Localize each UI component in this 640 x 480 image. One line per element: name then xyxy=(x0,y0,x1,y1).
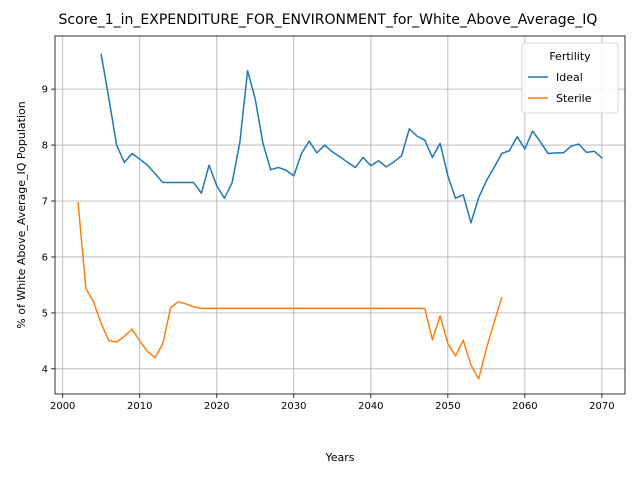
y-tick-label: 5 xyxy=(42,308,48,319)
x-tick-label: 2030 xyxy=(281,401,306,412)
legend-label-ideal: Ideal xyxy=(556,71,583,84)
legend-label-sterile: Sterile xyxy=(556,92,592,105)
y-tick-label: 8 xyxy=(42,141,48,152)
y-tick-label: 4 xyxy=(42,364,48,375)
series-line-sterile xyxy=(77,201,503,380)
series-line-ideal xyxy=(100,53,603,224)
legend-box xyxy=(521,42,619,114)
chart-title: Score_1_in_EXPENDITURE_FOR_ENVIRONMENT_f… xyxy=(59,12,598,28)
x-tick-label: 2000 xyxy=(50,401,75,412)
legend: Fertility Ideal Sterile xyxy=(521,42,619,114)
x-tick-label: 2050 xyxy=(435,401,460,412)
y-tick-label: 6 xyxy=(42,252,48,263)
x-axis-label: Years xyxy=(324,451,354,464)
x-tick-label: 2010 xyxy=(127,401,152,412)
x-axis: 2000 2010 2020 2030 2040 2050 2060 2070 xyxy=(50,394,615,412)
plot-area-frame xyxy=(54,35,626,395)
x-tick-label: 2070 xyxy=(589,401,614,412)
legend-title: Fertility xyxy=(549,50,591,63)
y-axis: 4 5 6 7 8 9 xyxy=(42,85,55,375)
x-tick-label: 2060 xyxy=(512,401,537,412)
x-tick-label: 2040 xyxy=(358,401,383,412)
series-lines xyxy=(77,53,603,380)
y-axis-label: % of White Above_Average_IQ Population xyxy=(15,101,28,328)
x-tick-label: 2020 xyxy=(204,401,229,412)
y-tick-label: 9 xyxy=(42,85,48,96)
y-tick-label: 7 xyxy=(42,197,48,208)
